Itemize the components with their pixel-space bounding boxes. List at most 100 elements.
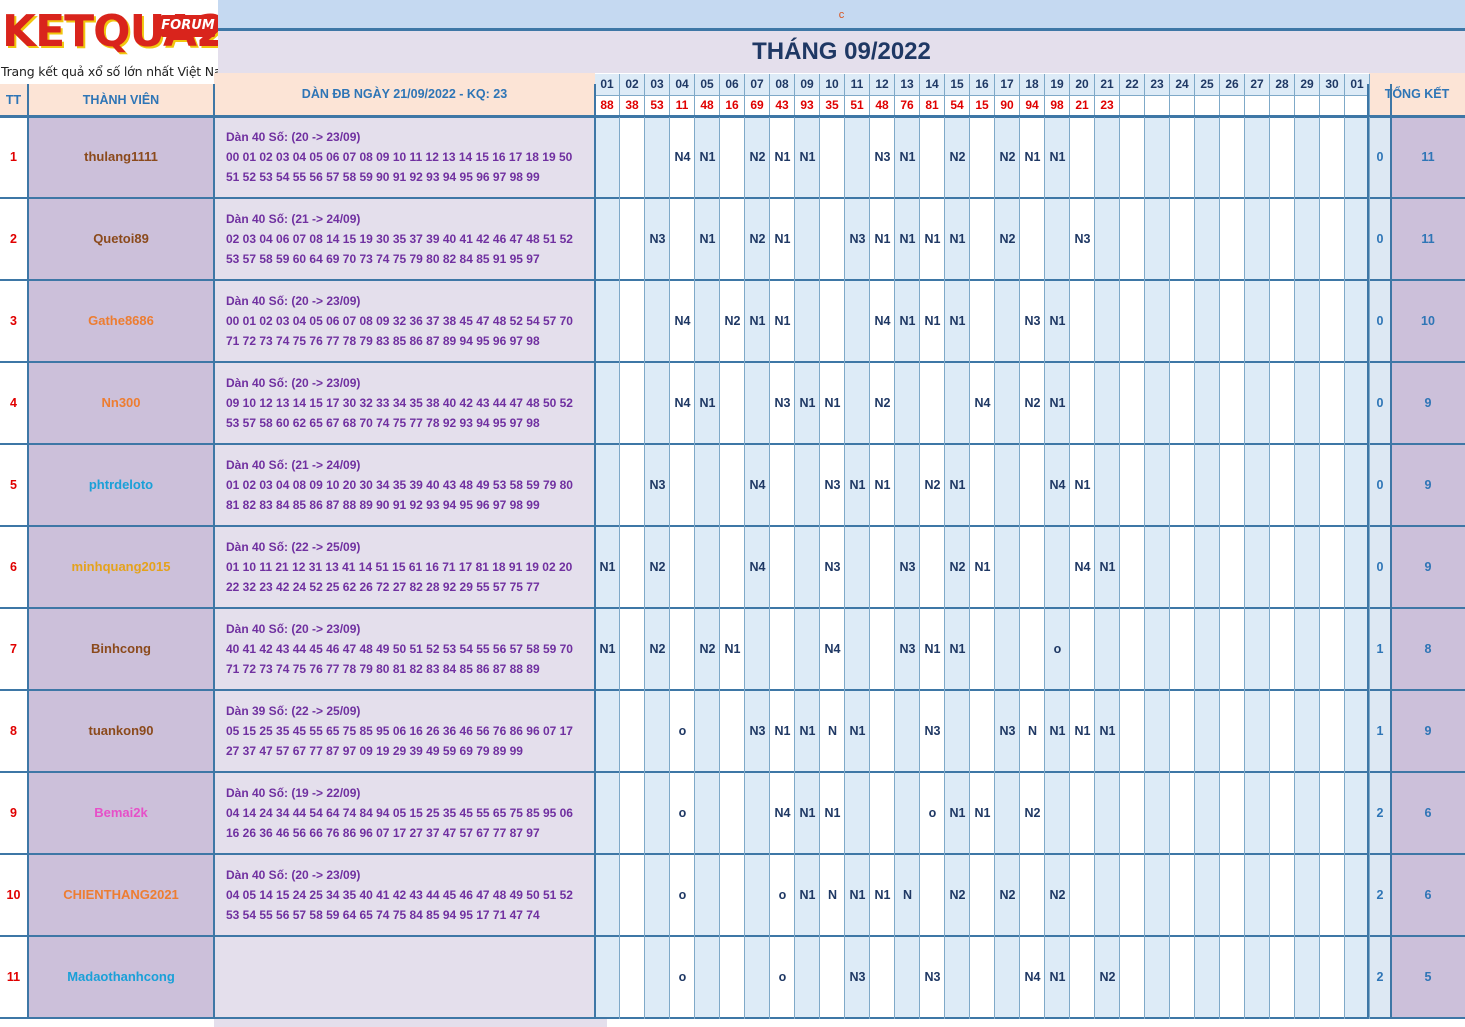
day-result-cell [795, 445, 820, 525]
grid-line [1294, 117, 1295, 1019]
day-result-cell [645, 691, 670, 771]
day-result-cell [1295, 117, 1320, 197]
day-result-cell: N3 [920, 691, 945, 771]
day-result-cell [1120, 609, 1145, 689]
day-result-cell [1170, 691, 1195, 771]
day-header-cell: 09 [795, 74, 820, 95]
number-set-line: 00 01 02 03 04 05 06 07 08 09 32 36 37 3… [226, 314, 573, 328]
day-result-cell: o [670, 855, 695, 935]
day-result-cell [795, 609, 820, 689]
day-result-cell [1170, 199, 1195, 279]
total-score: 6 [1391, 855, 1465, 935]
day-result-cell [1345, 281, 1370, 361]
day-result-cell [1270, 691, 1295, 771]
day-result-cell [1145, 937, 1170, 1017]
daily-result-cell [1320, 95, 1345, 115]
day-result-cell: N1 [1020, 117, 1045, 197]
day-result-cell: N4 [770, 773, 795, 853]
day-result-cell [645, 937, 670, 1017]
day-result-cell [1220, 937, 1245, 1017]
day-result-cell [1195, 281, 1220, 361]
day-result-cell [920, 363, 945, 443]
day-result-cell [1295, 281, 1320, 361]
day-header-cell: 15 [945, 74, 970, 95]
day-result-cell [1345, 609, 1370, 689]
number-set-line: 53 54 55 56 57 58 59 64 65 74 75 84 85 9… [226, 908, 540, 922]
number-set-cell: Dàn 40 Số: (22 -> 25/09) 01 10 11 21 12 3… [214, 527, 607, 617]
member-name[interactable]: tuankon90 [28, 691, 214, 771]
member-name[interactable]: Nn300 [28, 363, 214, 443]
day-result-cell: N3 [645, 199, 670, 279]
day-result-cell [1120, 281, 1145, 361]
grid-line [1269, 117, 1270, 1019]
ketqua2-logo[interactable]: KETQUA2 FORUM Trang kết quả xổ số lớn nh… [0, 0, 234, 84]
day-result-cell [1020, 527, 1045, 607]
day-result-cell [1145, 199, 1170, 279]
member-name[interactable]: phtrdeloto [28, 445, 214, 525]
day-result-cell: N4 [970, 363, 995, 443]
number-set-cell: Dàn 40 Số: (20 -> 23/09) 00 01 02 03 04 0… [214, 117, 607, 207]
grid-line [0, 197, 1465, 199]
grid-line [1144, 117, 1145, 1019]
day-result-cell [620, 855, 645, 935]
day-result-cell [595, 691, 620, 771]
day-result-cell [1195, 773, 1220, 853]
day-result-cell: N1 [945, 445, 970, 525]
header-member: THÀNH VIÊN [28, 84, 214, 115]
member-name[interactable]: thulang1111 [28, 117, 214, 197]
day-result-cell [620, 691, 645, 771]
day-result-cell [1095, 773, 1120, 853]
day-result-cell: N3 [870, 117, 895, 197]
day-result-cell [970, 281, 995, 361]
day-result-cell [1270, 199, 1295, 279]
day-result-cell [1195, 937, 1220, 1017]
number-set-cell: Dàn 40 Số: (20 -> 23/09) 00 01 02 03 04 0… [214, 281, 607, 371]
day-result-cell: N2 [870, 363, 895, 443]
day-result-cell [620, 281, 645, 361]
day-result-cell [1295, 855, 1320, 935]
day-result-cell [920, 527, 945, 607]
day-result-cell: N3 [845, 937, 870, 1017]
day-result-cell: N1 [1045, 691, 1070, 771]
total-score: 9 [1391, 363, 1465, 443]
number-set-line: 09 10 12 13 14 15 17 30 32 33 34 35 38 4… [226, 396, 573, 410]
day-result-cell: N1 [795, 855, 820, 935]
day-result-cell [1120, 937, 1145, 1017]
day-result-cell [970, 117, 995, 197]
member-name[interactable]: Gathe8686 [28, 281, 214, 361]
member-name[interactable]: CHIENTHANG2021 [28, 855, 214, 935]
day-result-cell: N4 [745, 445, 770, 525]
day-result-cell [1045, 527, 1070, 607]
member-name[interactable]: Quetoi89 [28, 199, 214, 279]
day-result-cell [1270, 445, 1295, 525]
daily-result-cell [1220, 95, 1245, 115]
day-result-cell [1245, 281, 1270, 361]
day-result-cell [845, 773, 870, 853]
day-result-cell [1295, 937, 1320, 1017]
day-result-cell [1270, 527, 1295, 607]
daily-result-cell: 51 [845, 95, 870, 115]
day-result-cell [1245, 117, 1270, 197]
row-number: 2 [0, 199, 27, 279]
member-name[interactable]: Binhcong [28, 609, 214, 689]
day-result-cell [1195, 445, 1220, 525]
number-set-cell: Dàn 40 Số: (21 -> 24/09) 01 02 03 04 08 0… [214, 445, 607, 535]
day-result-cell: o [770, 937, 795, 1017]
day-result-cell [1095, 117, 1120, 197]
number-set-line: 01 10 11 21 12 31 13 41 14 51 15 61 16 7… [226, 560, 573, 574]
member-name[interactable]: Bemai2k [28, 773, 214, 853]
day-result-cell: N4 [670, 363, 695, 443]
day-result-cell [995, 281, 1020, 361]
day-header-cell: 07 [745, 74, 770, 95]
day-result-cell [1195, 855, 1220, 935]
day-result-cell [745, 937, 770, 1017]
member-name[interactable]: minhquang2015 [28, 527, 214, 607]
day-result-cell [720, 117, 745, 197]
day-result-cell [670, 609, 695, 689]
total-score: 9 [1391, 691, 1465, 771]
total-count: 1 [1369, 691, 1391, 771]
member-name[interactable]: Madaothanhcong [28, 937, 214, 1017]
day-result-cell: N4 [670, 281, 695, 361]
grid-line [1069, 117, 1070, 1019]
day-result-cell [1320, 363, 1345, 443]
